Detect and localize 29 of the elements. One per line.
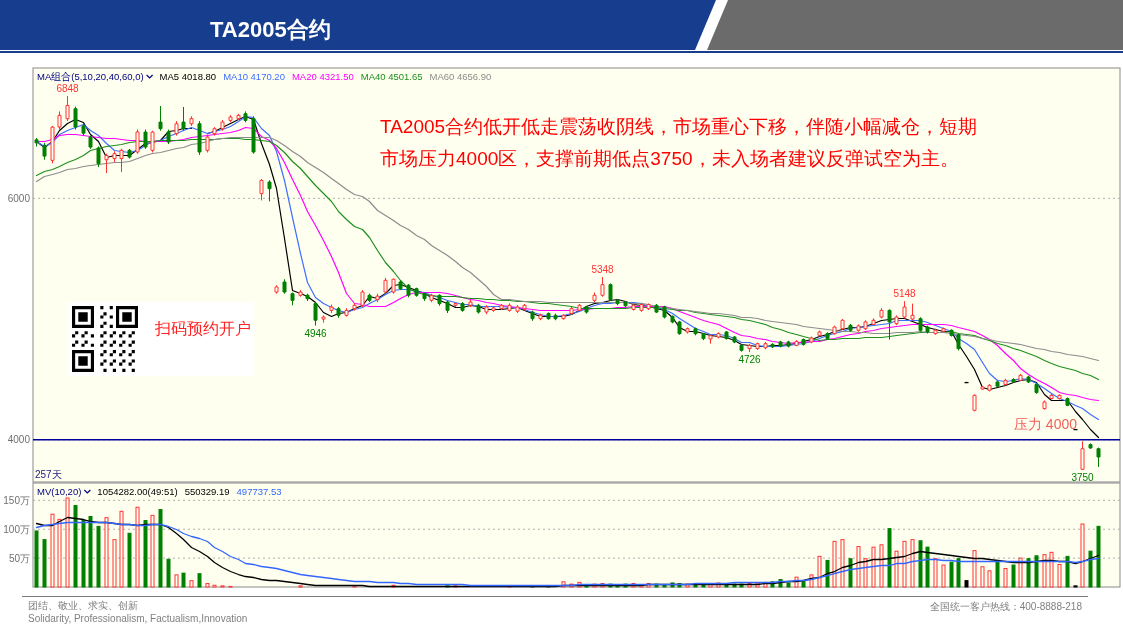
ref-line-label: 压力 4000 [1013,415,1078,432]
text: MA40 4501.65 [360,71,423,82]
annotation: 5148 [893,288,917,300]
text: 团结、敬业、求实、创新 [28,600,138,611]
annotation: 257天 [35,469,62,480]
text: 497737.53 [236,486,282,497]
annotation: TA2005合约低开低走震荡收阴线，市场重心下移，伴随小幅减仓，短期市场压力4000区，支撑前期低点3750，未入场者建议反弹试空为主。 [380,116,978,169]
annotation: 6848 [56,83,80,94]
y-tick-label: 4000 [7,434,31,446]
y-tick-label: 100万 [3,523,30,535]
legend-title: MA组合(5,10,20,40,60,0) [37,71,144,82]
annotation: 3750 [1071,471,1095,483]
text: 全国统一客户热线：400-8888-218 [929,601,1083,612]
legend-title: MV(10,20) [37,486,82,497]
y-tick-label: 50万 [8,552,30,564]
text: MA60 4656.90 [429,71,492,82]
annotation: 4946 [304,327,328,339]
chart-title: TA2005合约 [210,17,331,42]
y-tick-label: 150万 [3,494,30,506]
text: MA5 4018.80 [159,71,217,82]
text: 550329.19 [184,486,230,497]
annotation: 4726 [738,354,762,366]
annotation: 5348 [591,264,615,276]
annotation: 扫码预约开户 [154,320,251,337]
annotation: 1054282.00(49:51) [97,486,178,497]
text: Solidarity, Professionalism, Factualism,Innovation [28,613,248,624]
text: MA20 4321.50 [291,71,354,82]
y-tick-label: 6000 [7,192,31,204]
text: MA10 4170.20 [223,71,285,82]
